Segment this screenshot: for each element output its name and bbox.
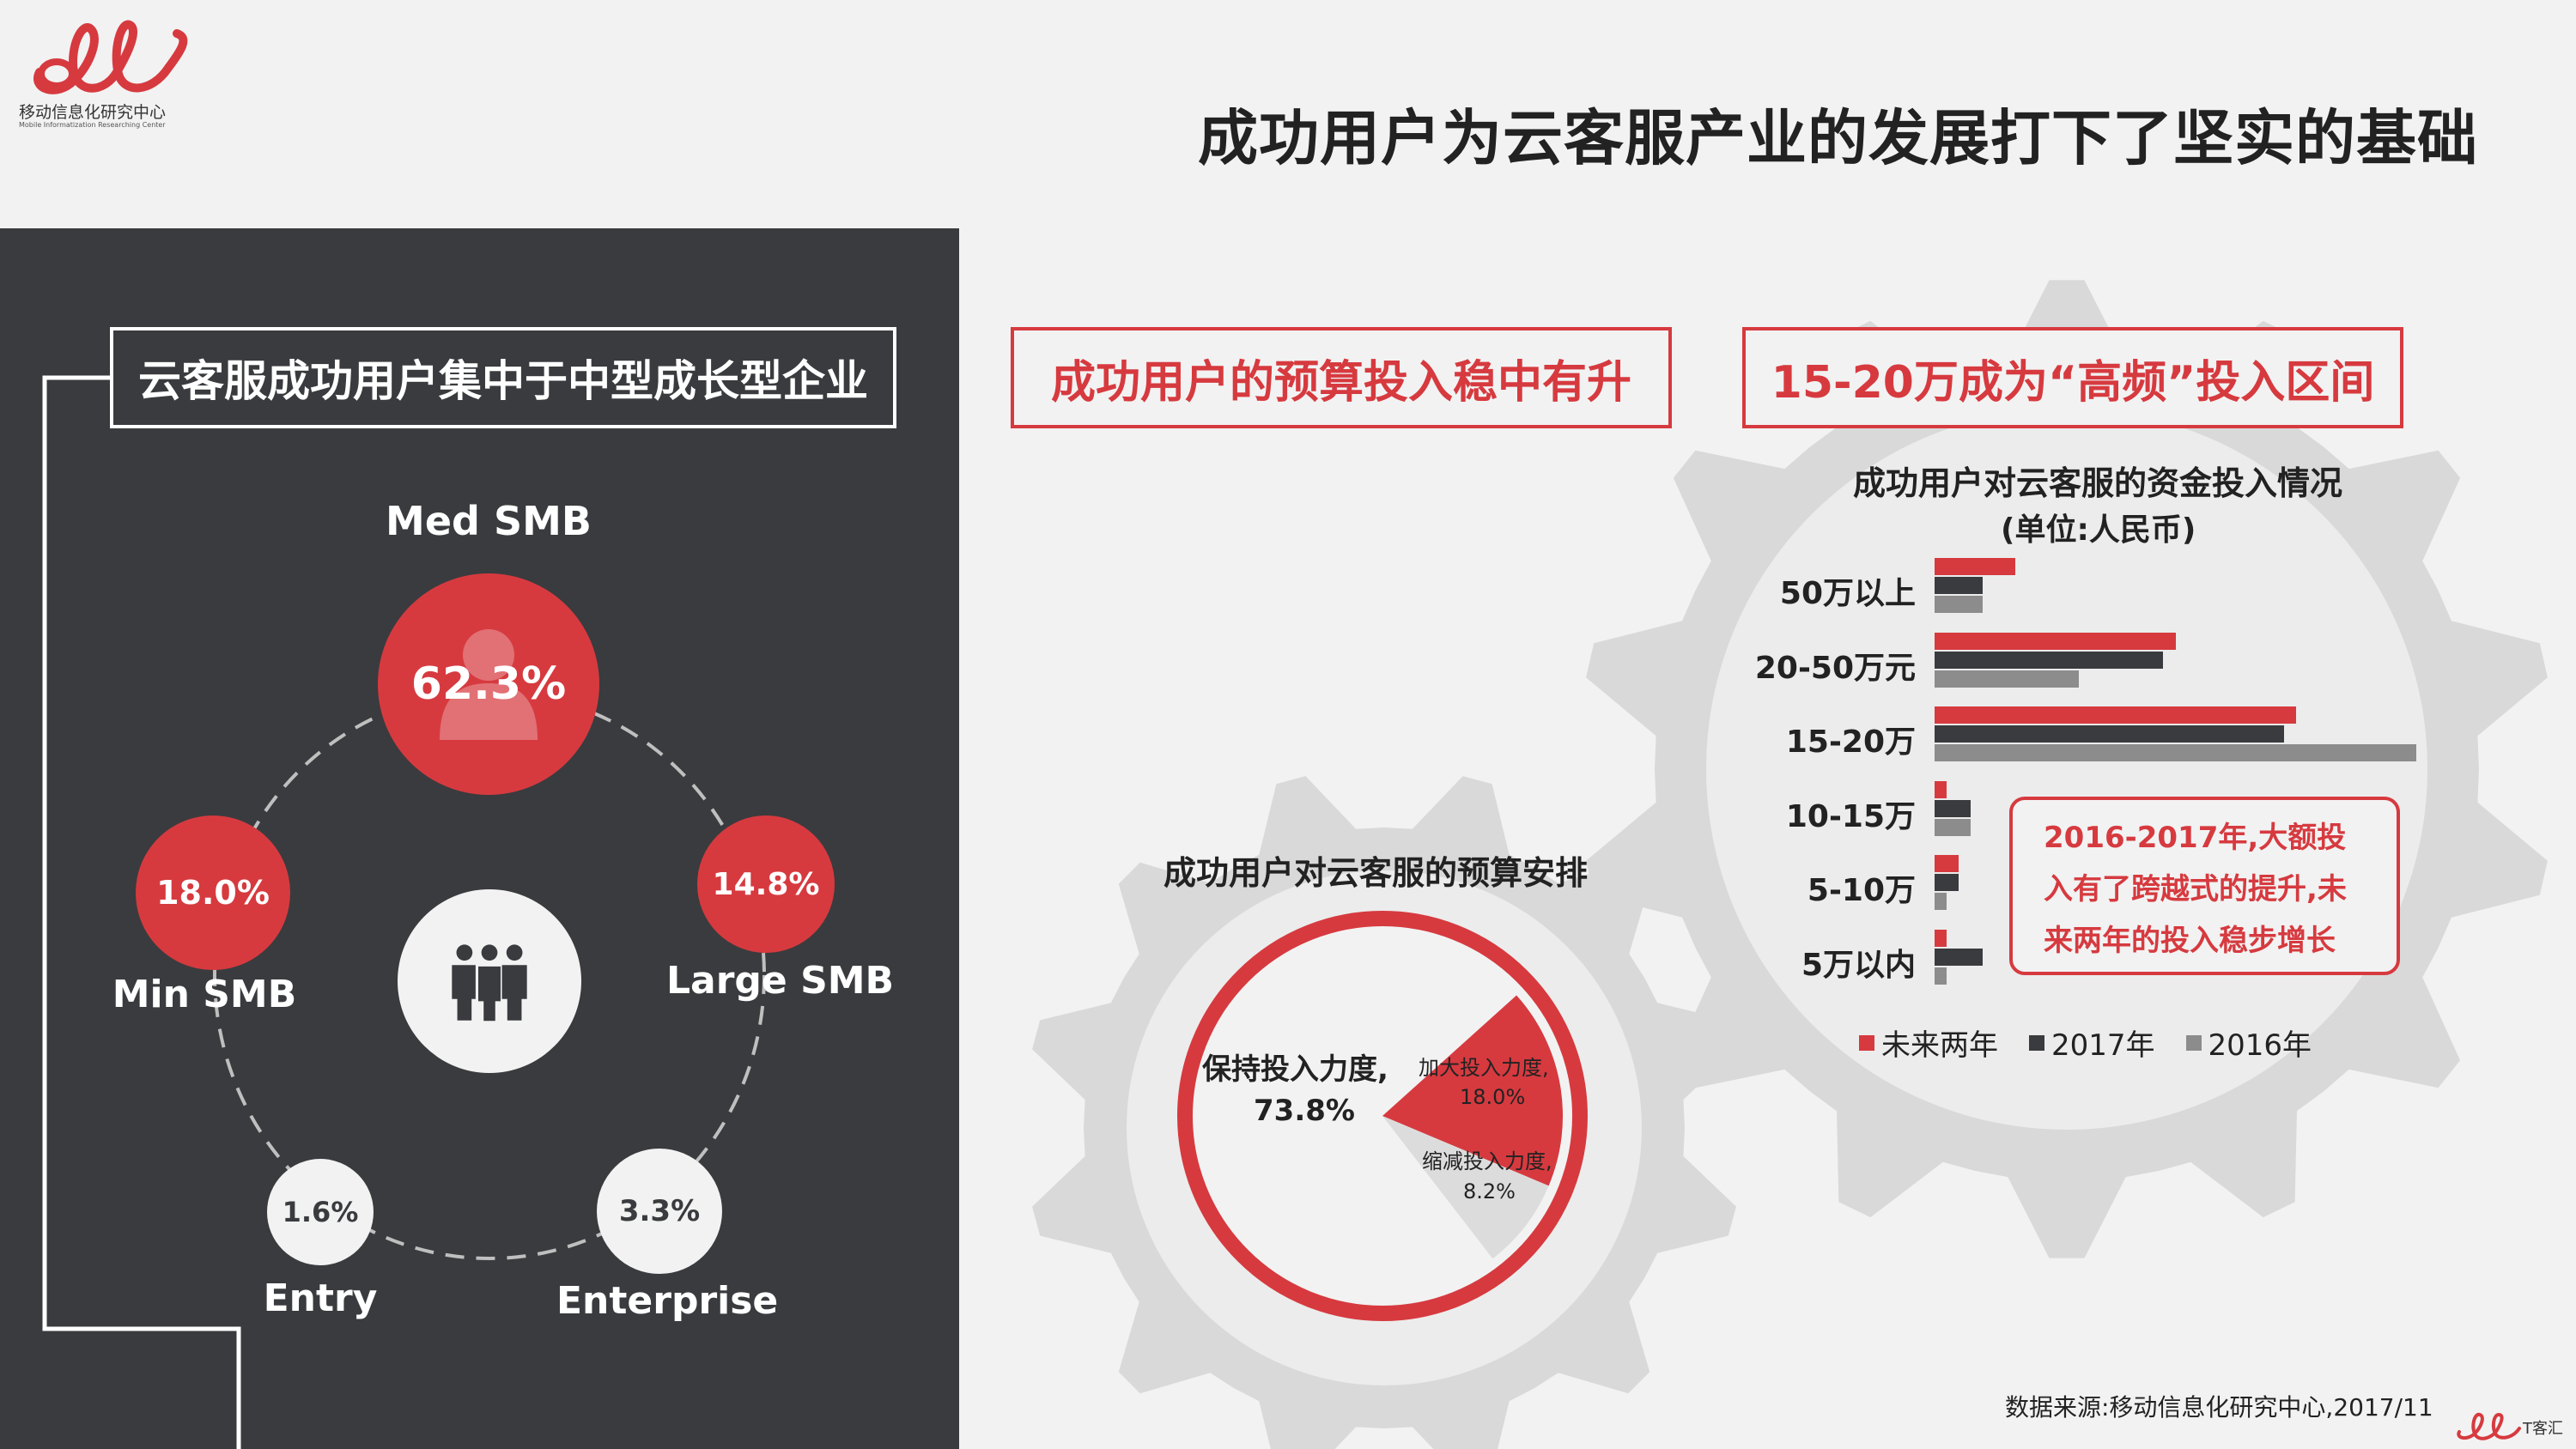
bar-chart-title: 成功用户对云客服的资金投入情况: [1853, 464, 2343, 502]
segment-name-enterprise: Enterprise: [556, 1279, 779, 1323]
bar-1: [1935, 874, 1959, 891]
bar-1: [1935, 948, 1984, 966]
pie-label-keep: 保持投入力度,: [1202, 1052, 1388, 1087]
bar-2: [1935, 893, 1947, 910]
segment-entry: 1.6%: [267, 1159, 374, 1265]
range-section-title: 15-20万成为“高频”投入区间: [1742, 327, 2403, 428]
legend-item: 2016年: [2185, 1022, 2312, 1064]
segment-value-med-smb: 62.3%: [410, 658, 567, 710]
legend-swatch: [2029, 1034, 2044, 1051]
bar-chart-subtitle: (单位:人民币): [2001, 512, 2196, 548]
pie-label-increase: 加大投入力度,: [1419, 1056, 1549, 1080]
pie-chart: [1177, 911, 1588, 1321]
bar-2: [1935, 967, 1947, 985]
bar-0: [1935, 780, 1947, 798]
pie-label-decrease: 缩减投入力度,: [1422, 1149, 1552, 1173]
segment-large-smb: 14.8%: [697, 815, 835, 953]
budget-section-title: 成功用户的预算投入稳中有升: [1011, 327, 1672, 428]
bar-0: [1935, 706, 2296, 724]
bar-category-label: 5-10万: [1807, 873, 1916, 908]
bar-category-label: 20-50万元: [1754, 650, 1916, 686]
segment-value-entry: 1.6%: [282, 1196, 359, 1228]
page-title: 成功用户为云客服产业的发展打下了坚实的基础: [1198, 103, 2478, 173]
bar-category-label: 10-15万: [1785, 798, 1916, 834]
corner-logo-text: T客汇: [2523, 1420, 2563, 1438]
logo-mark: [33, 20, 188, 94]
logo-subtitle: Mobile Informatization Researching Cente…: [19, 121, 166, 129]
bar-1: [1935, 651, 2164, 669]
bar-2: [1935, 670, 2080, 688]
segment-name-large-smb: Large SMB: [666, 959, 895, 1003]
segment-name-entry: Entry: [263, 1276, 378, 1320]
legend-item: 2017年: [2029, 1022, 2155, 1064]
segment-value-min-smb: 18.0%: [156, 874, 270, 912]
data-source: 数据来源:移动信息化研究中心,2017/11: [2005, 1393, 2433, 1422]
segment-value-enterprise: 3.3%: [618, 1194, 701, 1228]
segment-value-large-smb: 14.8%: [712, 866, 820, 902]
legend-label: 未来两年: [1881, 1028, 1998, 1063]
bar-category-label: 15-20万: [1785, 724, 1916, 760]
bar-2: [1935, 818, 1971, 836]
segment-min-smb: 18.0%: [136, 815, 290, 970]
bar-category-label: 5万以内: [1801, 947, 1916, 983]
pie-slice-2: [1382, 1116, 1549, 1259]
corner-logo-icon: [2457, 1412, 2521, 1440]
bar-0: [1935, 929, 1947, 947]
segment-name-min-smb: Min SMB: [112, 973, 297, 1016]
center-group: [398, 889, 581, 1073]
logo-name: 移动信息化研究中心: [19, 103, 167, 122]
legend-item: 未来两年: [1859, 1022, 1998, 1064]
bar-2: [1935, 596, 1984, 613]
bar-0: [1935, 558, 2015, 575]
bar-legend: 未来两年 2017年 2016年: [1859, 1022, 2312, 1064]
pie-slice-1: [1382, 995, 1564, 1186]
panel-title: 云客服成功用户集中于中型成长型企业: [110, 327, 896, 428]
pie-value-increase: 18.0%: [1460, 1085, 1526, 1109]
legend-swatch: [2185, 1034, 2202, 1051]
bar-2: [1935, 744, 2416, 761]
pie-value-decrease: 8.2%: [1463, 1179, 1516, 1203]
bar-1: [1935, 725, 2284, 743]
bar-1: [1935, 799, 1971, 817]
pie-chart-title: 成功用户对云客服的预算安排: [1163, 854, 1589, 892]
segment-med-smb: 62.3%: [378, 573, 599, 795]
segment-enterprise: 3.3%: [597, 1149, 722, 1274]
bar-1: [1935, 577, 1984, 594]
pie-value-keep: 73.8%: [1254, 1094, 1355, 1128]
legend-label: 2016年: [2208, 1028, 2312, 1063]
segment-name-med-smb: Med SMB: [386, 498, 592, 544]
bar-category-label: 50万以上: [1779, 576, 1916, 611]
legend-label: 2017年: [2051, 1028, 2155, 1063]
bar-0: [1935, 632, 2176, 650]
legend-swatch: [1859, 1034, 1874, 1051]
note-callout: 2016-2017年,大额投入有了跨越式的提升,未来两年的投入稳步增长: [2009, 797, 2400, 975]
person-icon: [440, 629, 538, 740]
group-icon: [452, 944, 527, 1024]
bar-0: [1935, 855, 1959, 872]
